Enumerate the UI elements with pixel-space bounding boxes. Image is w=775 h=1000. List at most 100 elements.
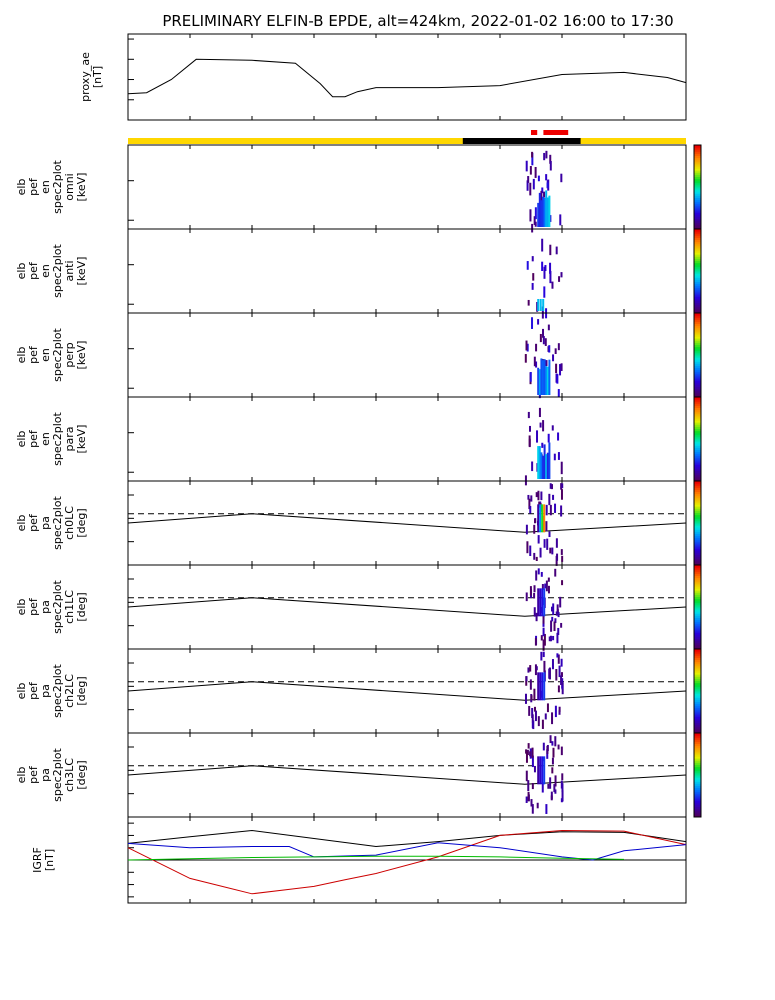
pitch-pixel: [539, 547, 542, 558]
pitch-pixel: [539, 588, 542, 617]
spectrogram-pixel: [545, 150, 548, 159]
colorbar-2-cell: [694, 319, 701, 322]
pitch-pixel: [532, 720, 535, 730]
colorbar-6-cell: [694, 649, 701, 652]
pitch-pixel: [558, 706, 561, 712]
colorbar-3-cell: [694, 415, 701, 419]
colorbar-4-cell: [694, 539, 701, 543]
spectrogram-pixel: [543, 197, 546, 227]
pitch-pixel: [527, 667, 530, 673]
pitch-pixel: [548, 636, 551, 642]
colorbar-0-cell: [694, 159, 701, 163]
spectrogram-pixel: [539, 299, 542, 311]
colorbar-1-cell: [694, 289, 701, 293]
igrf-ylabel-line: [nT]: [43, 849, 56, 871]
colorbar-4-cell: [694, 506, 701, 509]
colorbar-6-cell: [694, 678, 701, 681]
spectrogram-pixel: [545, 190, 548, 227]
pitch-pixel: [543, 504, 546, 533]
pitch-pixel: [529, 679, 532, 690]
pitch-pixel: [555, 611, 558, 616]
colorbar-4-cell: [694, 489, 701, 492]
colorbar-0-cell: [694, 208, 701, 211]
colorbar-7-cell: [694, 808, 701, 812]
colorbar-2-cell: [694, 361, 701, 364]
pitch-panel-ylabel-line: spec2plot: [51, 748, 64, 802]
colorbar-1-cell: [694, 229, 701, 232]
spectrogram-pixel: [535, 343, 538, 352]
colorbar-4-cell: [694, 544, 701, 547]
pitch-pixel: [533, 706, 536, 712]
spectrogram-pixel: [538, 446, 541, 479]
pitch-pixel: [554, 568, 557, 577]
spectrogram-pixel: [531, 223, 534, 233]
colorbar-0-cell: [694, 191, 701, 194]
colorbar-4-cell: [694, 562, 701, 566]
colorbar-0-cell: [694, 166, 701, 169]
energy-panel-ylabel-line: pef: [27, 345, 40, 364]
pitch-panel-ylabel-line: elb: [15, 599, 28, 616]
colorbar-3-cell: [694, 468, 701, 471]
spectrogram-pixel: [560, 363, 563, 371]
spectrogram-pixel: [534, 207, 537, 220]
colorbar-3-cell: [694, 462, 701, 465]
colorbar-3-cell: [694, 434, 701, 438]
pitch-pixel: [561, 783, 564, 793]
pitch-pixel: [539, 504, 542, 533]
colorbar-2-cell: [694, 331, 701, 335]
pitch-pixel: [542, 627, 545, 637]
colorbar-2-cell: [694, 378, 701, 381]
colorbar-7-cell: [694, 739, 701, 742]
colorbar-4-cell: [694, 531, 701, 534]
pitch-pixel: [554, 789, 557, 794]
colorbar-6-cell: [694, 695, 701, 698]
pitch-pixel: [549, 735, 552, 744]
colorbar-6-cell: [694, 674, 701, 677]
pitch-pixel: [541, 504, 544, 533]
colorbar-7-cell: [694, 779, 701, 782]
pitch-pixel: [546, 538, 549, 550]
pitch-pixel: [535, 556, 538, 562]
pitch-pixel: [554, 618, 557, 624]
pitch-panel-ylabel-line: pa: [39, 768, 52, 782]
colorbar-3-cell: [694, 428, 701, 432]
plot-title: PRELIMINARY ELFIN-B EPDE, alt=424km, 202…: [162, 12, 673, 30]
spectrogram-pixel: [537, 446, 540, 479]
colorbar-5-cell: [694, 630, 701, 633]
colorbar-3-cell: [694, 418, 701, 421]
colorbar-4-cell: [694, 548, 701, 551]
colorbar-3-cell: [694, 478, 701, 482]
colorbar-0-cell: [694, 180, 701, 184]
pitch-pixel: [543, 633, 546, 646]
colorbar-3-cell: [694, 447, 701, 450]
colorbar-7-cell: [694, 796, 701, 799]
colorbar-6-cell: [694, 709, 701, 713]
spectrogram-pixel: [542, 196, 544, 227]
colorbar-6-cell: [694, 699, 701, 702]
colorbar-0-cell: [694, 182, 701, 186]
spectrogram-pixel: [534, 221, 537, 227]
colorbar-1-cell: [694, 275, 701, 278]
pitch-pixel: [542, 615, 545, 624]
spectrogram-pixel: [533, 356, 536, 367]
colorbar-7-cell: [694, 749, 701, 753]
colorbar-1-cell: [694, 235, 701, 238]
colorbar-5-cell: [694, 623, 701, 627]
pitch-pixel: [541, 588, 544, 617]
colorbar-2-cell: [694, 371, 701, 375]
colorbar-0-cell: [694, 216, 701, 219]
pitch-pixel: [557, 744, 560, 750]
colorbar-0-cell: [694, 214, 701, 217]
spectrogram-pixel: [546, 197, 549, 227]
pitch-pixel: [525, 676, 528, 682]
energy-panel-ylabel-line: pef: [27, 261, 40, 280]
colorbar-6-cell: [694, 705, 701, 709]
pitch-pixel: [531, 804, 534, 814]
pitch-pixel: [552, 494, 555, 500]
colorbar-1-cell: [694, 258, 701, 261]
colorbar-3-cell: [694, 411, 701, 415]
spectrogram-pixel: [542, 420, 545, 432]
colorbar-6-cell: [694, 714, 701, 717]
spectrogram-pixel: [541, 238, 544, 252]
